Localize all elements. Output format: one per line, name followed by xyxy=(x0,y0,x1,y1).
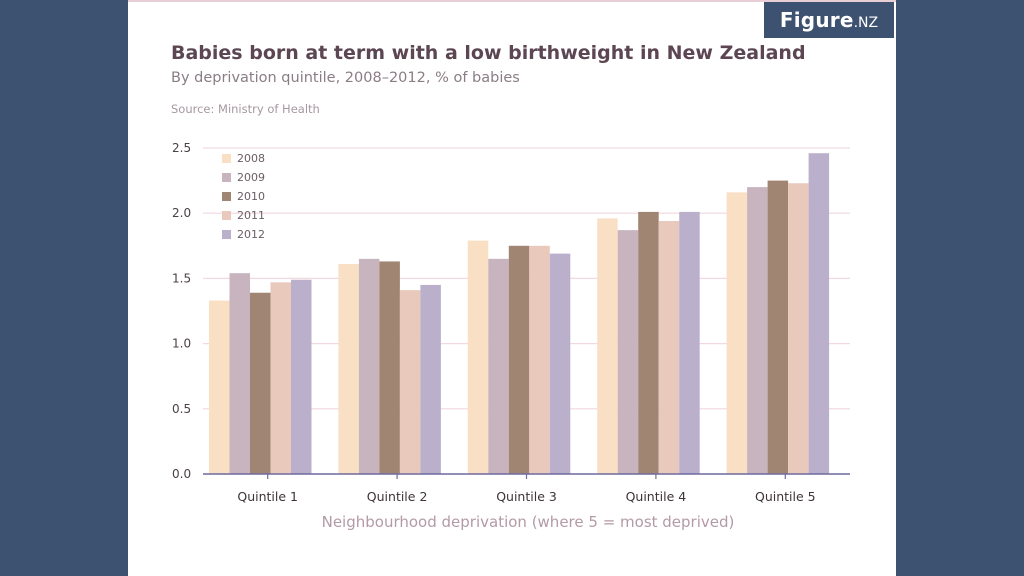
legend: 2008 2009 2010 2011 2012 xyxy=(222,152,265,241)
bar-2012-q5 xyxy=(808,153,830,474)
x-axis: Quintile 1 Quintile 2 Quintile 3 Quintile 4… xyxy=(203,473,850,504)
legend-label-2011: 2011 xyxy=(237,209,265,222)
bar-2011-q3 xyxy=(529,245,550,474)
bar-2011-q4 xyxy=(658,221,680,474)
legend-label-2009: 2009 xyxy=(237,171,265,184)
legend-swatch-2010 xyxy=(222,192,231,201)
x-tick-label: Quintile 1 xyxy=(237,489,298,504)
chart-subtitle: By deprivation quintile, 2008–2012, % of… xyxy=(171,70,520,86)
legend-swatch-2011 xyxy=(222,211,231,220)
x-tick-label: Quintile 5 xyxy=(755,489,816,504)
bar-2009-q2 xyxy=(358,258,380,474)
y-tick-label: 1.0 xyxy=(172,337,191,351)
chart-title: Babies born at term with a low birthweig… xyxy=(171,42,806,64)
bar-2009-q5 xyxy=(747,187,768,474)
bar-2010-q2 xyxy=(379,261,400,474)
bar-2008-q4 xyxy=(597,218,618,474)
bar-2009-q3 xyxy=(488,258,509,474)
bar-2008-q2 xyxy=(338,264,359,474)
y-tick-label: 2.5 xyxy=(172,141,191,155)
brand-suffix: .NZ xyxy=(853,14,879,31)
bar-2012-q2 xyxy=(420,284,441,474)
legend-swatch-2008 xyxy=(222,154,231,163)
bar-2010-q5 xyxy=(767,180,789,474)
x-tick-label: Quintile 3 xyxy=(496,489,557,504)
bar-2009-q4 xyxy=(617,230,639,474)
legend-swatch-2009 xyxy=(222,173,231,182)
bar-2010-q4 xyxy=(638,211,659,474)
y-axis-ticks: 0.0 0.5 1.0 1.5 2.0 2.5 xyxy=(172,141,191,481)
bar-2012-q1 xyxy=(291,279,312,474)
x-axis-label: Neighbourhood deprivation (where 5 = mos… xyxy=(322,513,735,531)
brand-name: Figure xyxy=(779,8,854,32)
bar-2012-q4 xyxy=(679,211,700,474)
bar-2009-q1 xyxy=(229,273,250,474)
legend-label-2010: 2010 xyxy=(237,190,265,203)
bar-2011-q5 xyxy=(788,183,809,474)
y-tick-label: 0.0 xyxy=(172,467,191,481)
legend-swatch-2012 xyxy=(222,230,231,239)
x-tick-label: Quintile 4 xyxy=(626,489,687,504)
bar-2010-q3 xyxy=(508,245,530,474)
y-tick-label: 2.0 xyxy=(172,206,191,220)
bar-2011-q2 xyxy=(399,290,421,474)
bar-2008-q5 xyxy=(726,192,748,474)
bar-2011-q1 xyxy=(270,282,291,474)
bar-2012-q3 xyxy=(549,253,571,474)
y-tick-label: 0.5 xyxy=(172,402,191,416)
bar-2008-q3 xyxy=(467,240,489,474)
chart-source: Source: Ministry of Health xyxy=(171,102,320,116)
bars xyxy=(209,153,830,474)
bar-2010-q1 xyxy=(250,292,271,474)
y-tick-label: 1.5 xyxy=(172,271,191,285)
legend-label-2012: 2012 xyxy=(237,228,265,241)
bar-2008-q1 xyxy=(209,300,230,474)
legend-label-2008: 2008 xyxy=(237,152,265,165)
figure-nz-logo[interactable]: Figure .NZ xyxy=(764,2,894,38)
x-tick-label: Quintile 2 xyxy=(367,489,428,504)
